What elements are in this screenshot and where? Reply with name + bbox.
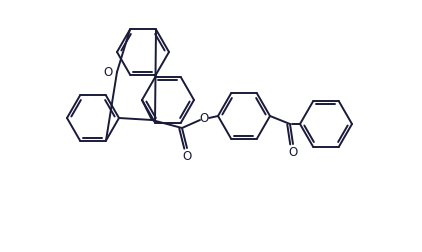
Text: O: O — [182, 149, 192, 163]
Text: O: O — [199, 111, 208, 124]
Text: O: O — [103, 66, 113, 79]
Text: O: O — [288, 145, 298, 159]
